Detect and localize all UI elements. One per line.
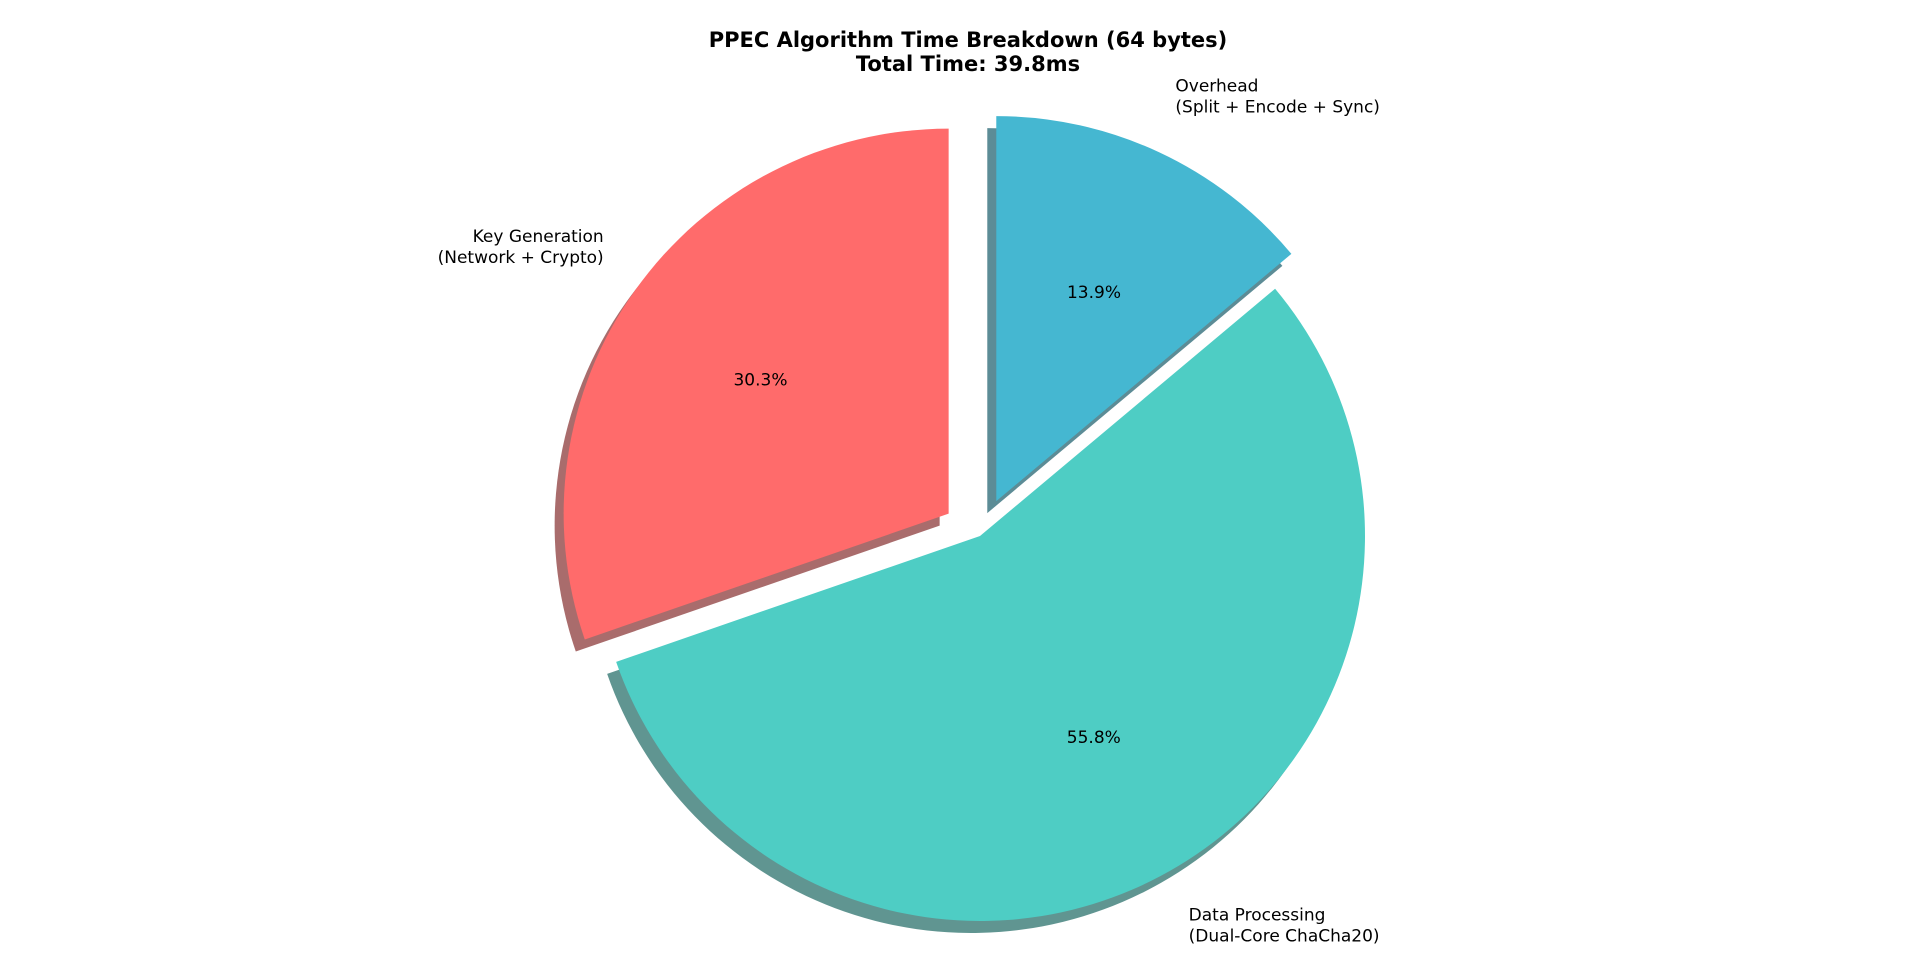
chart-title-line-1: PPEC Algorithm Time Breakdown (64 bytes) bbox=[709, 28, 1228, 52]
slice-label-line: (Split + Encode + Sync) bbox=[1175, 97, 1380, 117]
slice-label-data-processing: Data Processing (Dual-Core ChaCha20) bbox=[1189, 906, 1380, 947]
pie-slice-data-processing bbox=[616, 288, 1365, 921]
slice-label-line: (Network + Crypto) bbox=[438, 248, 604, 268]
slice-label-line: Data Processing bbox=[1189, 906, 1326, 926]
percent-labels: 30.3% 55.8% 13.9% bbox=[733, 283, 1121, 748]
slice-labels: Key Generation (Network + Crypto) Data Pro… bbox=[438, 76, 1380, 946]
chart-title-line-2: Total Time: 39.8ms bbox=[856, 52, 1080, 76]
pie-slice-overhead bbox=[996, 116, 1292, 502]
pie-slices bbox=[563, 116, 1365, 921]
percent-label-overhead: 13.9% bbox=[1067, 283, 1121, 303]
pie-slice-key-generation bbox=[563, 128, 949, 640]
slice-label-overhead: Overhead (Split + Encode + Sync) bbox=[1175, 76, 1380, 117]
slice-label-line: Overhead bbox=[1175, 76, 1258, 96]
percent-label-key-generation: 30.3% bbox=[733, 371, 787, 391]
percent-label-data-processing: 55.8% bbox=[1067, 728, 1121, 748]
chart-title: PPEC Algorithm Time Breakdown (64 bytes)… bbox=[709, 28, 1228, 76]
slice-label-key-generation: Key Generation (Network + Crypto) bbox=[438, 227, 604, 268]
slice-label-line: Key Generation bbox=[473, 227, 604, 247]
slice-label-line: (Dual-Core ChaCha20) bbox=[1189, 927, 1380, 947]
